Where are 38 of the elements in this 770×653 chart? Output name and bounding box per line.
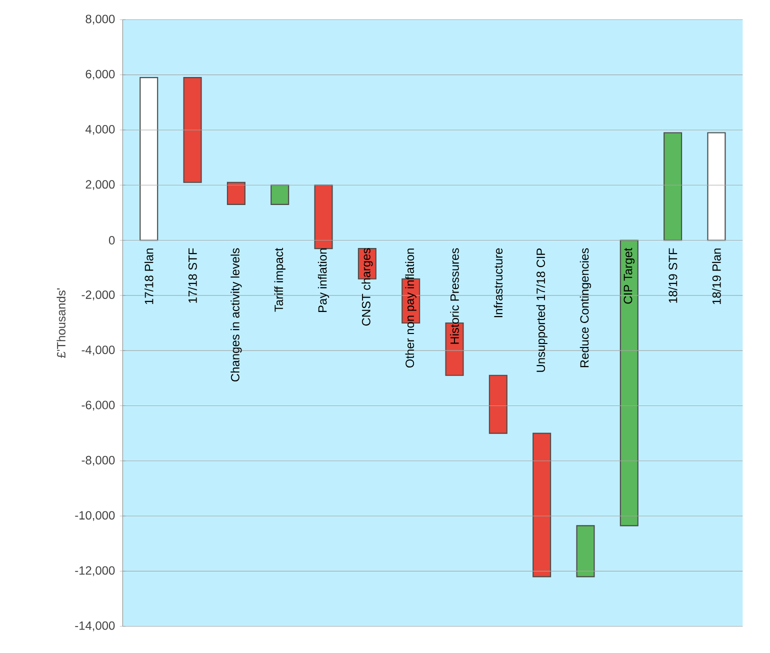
y-tick-label: -14,000 <box>75 621 115 632</box>
x-tick-label: 18/19 Plan <box>712 248 721 304</box>
bar <box>183 77 202 183</box>
y-tick-label: -6,000 <box>82 400 115 411</box>
bar <box>140 77 158 241</box>
x-tick-label: Unsupported 17/18 CIP <box>536 248 548 372</box>
y-tick-label: 8,000 <box>86 14 115 25</box>
bar <box>488 374 508 434</box>
y-tick-label: -12,000 <box>75 566 115 576</box>
y-tick-label: -10,000 <box>75 511 115 521</box>
x-tick-label: Infrastructure <box>494 248 503 318</box>
bar <box>576 525 595 578</box>
x-tick-label: CIP Target <box>624 248 635 304</box>
y-axis-title: £'Thousands' <box>56 288 66 358</box>
y-tick-label: -8,000 <box>82 456 115 466</box>
x-tick-label: Changes in activity levels <box>230 248 242 382</box>
y-tick-label: 0 <box>108 236 115 245</box>
x-tick-label: Other non pay inflation <box>405 248 416 368</box>
bar <box>664 132 682 241</box>
bar <box>532 432 552 578</box>
y-tick-label: -4,000 <box>82 346 115 356</box>
y-tick-label: 4,000 <box>85 125 115 135</box>
x-tick-label: Pay inflation <box>318 248 330 312</box>
x-tick-label: Reduce Contingencies <box>580 248 592 368</box>
y-tick-label: 6,000 <box>86 70 115 80</box>
x-tick-label: Tariff impact <box>274 248 286 312</box>
bar <box>707 132 726 241</box>
x-tick-label: 18/19 STF <box>668 248 678 303</box>
y-tick-label: 2,000 <box>86 180 115 190</box>
bar <box>226 182 246 205</box>
bar <box>270 184 290 205</box>
x-tick-label: CNST charges <box>362 248 373 326</box>
x-tick-label: 17/18 STF <box>188 248 197 303</box>
bar <box>314 184 333 250</box>
y-tick-label: -2,000 <box>82 290 115 300</box>
x-tick-label: Historic Pressures <box>450 248 459 344</box>
bar <box>620 240 638 526</box>
x-tick-label: 17/18 Plan <box>144 248 154 304</box>
